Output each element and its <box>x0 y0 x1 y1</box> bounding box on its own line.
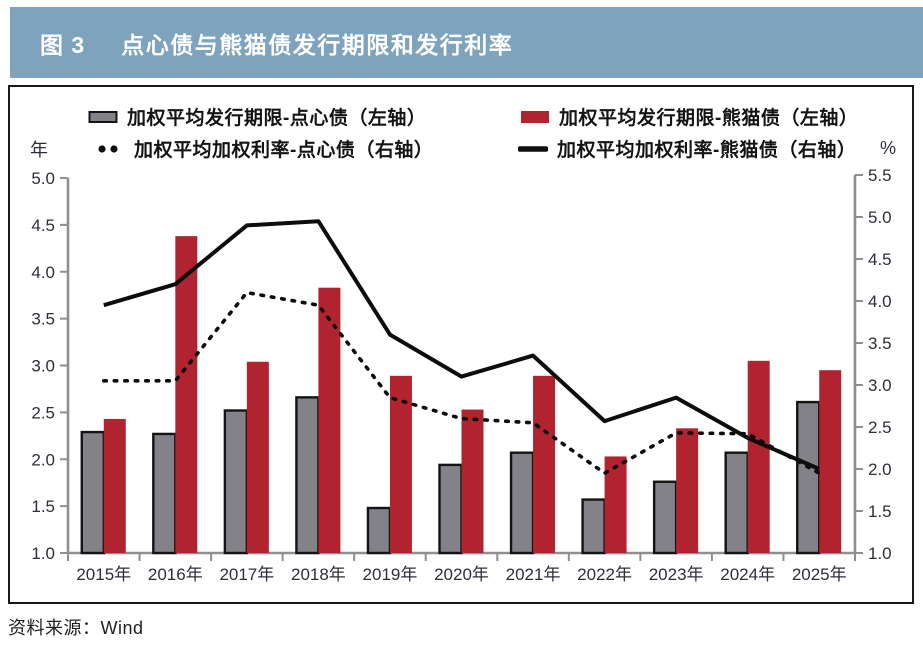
right-axis-tick-label: 4.0 <box>868 292 892 311</box>
bar-dimsum-tenor <box>223 409 249 555</box>
x-axis-label: 2018年 <box>291 565 346 584</box>
x-axis-label: 2024年 <box>720 565 775 584</box>
legend-label: 加权平均发行期限-熊猫债（左轴） <box>559 108 859 129</box>
right-axis-tick-label: 3.0 <box>868 376 892 395</box>
source-note: 资料来源：Wind <box>8 618 144 638</box>
figure-header: 图 3 点心债与熊猫债发行期限和发行利率 <box>10 7 923 78</box>
bar-panda-tenor <box>246 361 269 553</box>
x-axis-label: 2015年 <box>76 565 131 584</box>
left-axis-tick-label: 3.5 <box>31 310 55 329</box>
line-panda-rate <box>103 219 821 471</box>
legend-item-dimsum-tenor: 加权平均发行期限-点心债（左轴） <box>88 103 520 130</box>
x-axis-label: 2016年 <box>148 565 203 584</box>
left-axis-tick-label: 4.5 <box>31 216 55 235</box>
bar-dimsum-tenor <box>796 400 821 555</box>
bar-panda-tenor <box>175 236 198 553</box>
bar-panda-tenor <box>819 370 842 553</box>
right-axis-tick-label: 5.0 <box>868 208 892 227</box>
solid-line-swatch-icon <box>518 145 548 152</box>
x-axis-label: 2021年 <box>506 565 561 584</box>
bar-dimsum-tenor <box>724 451 749 555</box>
left-axis-tick-label: 1.0 <box>31 544 55 563</box>
right-axis-tick-label: 4.5 <box>868 250 892 269</box>
legend-item-panda-tenor: 加权平均发行期限-熊猫债（左轴） <box>520 103 858 130</box>
chart-plot: 1.0 1.5 2.0 2.5 3.0 3.5 4.0 4.5 5.0 1.0 1.5 2.0 2.5 3… <box>31 166 892 584</box>
bar-panda-tenor <box>103 418 126 553</box>
right-axis-tick-label: 2.5 <box>868 418 892 437</box>
left-axis-tick-label: 2.0 <box>31 450 55 469</box>
x-axis-label: 2019年 <box>363 565 418 584</box>
legend-item-dimsum-rate: 加权平均加权利率-点心债（右轴） <box>95 135 518 162</box>
bar-dimsum-tenor <box>295 396 320 555</box>
bar-panda-tenor <box>318 287 341 553</box>
bar-panda-tenor <box>604 456 627 553</box>
figure-number: 图 3 <box>40 31 86 58</box>
red-bar-swatch-icon <box>521 110 549 123</box>
left-axis-tick-label: 4.0 <box>31 263 55 282</box>
bar-dimsum-tenor <box>581 498 606 555</box>
bar-dimsum-tenor <box>366 506 392 555</box>
right-axis-tick-label: 1.5 <box>868 502 892 521</box>
figure-title: 点心债与熊猫债发行期限和发行利率 <box>121 31 514 58</box>
bar-dimsum-tenor <box>80 430 105 555</box>
dashed-line-swatch-icon <box>98 144 118 153</box>
bar-panda-tenor <box>461 409 484 553</box>
bar-dimsum-tenor <box>438 463 463 555</box>
bar-panda-tenor <box>533 375 556 553</box>
legend-row-2: 年 加权平均加权利率-点心债（右轴） 加权平均加权利率-熊猫债（右轴） % <box>30 135 896 162</box>
x-axis-label: 2025年 <box>792 565 847 584</box>
left-axis-unit: 年 <box>30 139 48 160</box>
left-axis-tick-label: 1.5 <box>31 497 55 516</box>
chart-panel: 加权平均发行期限-点心债（左轴） 加权平均发行期限-熊猫债（左轴） 年 加权平均… <box>8 85 914 604</box>
legend-label: 加权平均加权利率-熊猫债（右轴） <box>557 140 857 161</box>
right-axis-tick-label: 3.5 <box>868 334 892 353</box>
left-axis-tick-label: 5.0 <box>31 169 55 188</box>
x-axis-label: 2022年 <box>577 565 632 584</box>
left-axis-tick-label: 2.5 <box>31 403 55 422</box>
right-axis-unit: % <box>879 138 896 158</box>
line-dimsum-rate <box>101 290 822 476</box>
bar-panda-tenor <box>389 375 412 553</box>
right-axis-tick-label: 5.5 <box>868 166 892 185</box>
bar-dimsum-tenor <box>652 480 678 555</box>
gray-bar-swatch-icon <box>88 110 118 123</box>
bar-panda-tenor <box>747 360 770 553</box>
x-axis-label: 2017年 <box>219 565 274 584</box>
legend-row-1: 加权平均发行期限-点心债（左轴） 加权平均发行期限-熊猫债（左轴） <box>88 103 858 130</box>
right-axis-tick-label: 1.0 <box>868 544 892 563</box>
legend-label: 加权平均发行期限-点心债（左轴） <box>127 108 427 129</box>
bar-panda-tenor <box>676 428 699 553</box>
right-axis-tick-label: 2.0 <box>868 460 892 479</box>
x-axis-label: 2020年 <box>434 565 489 584</box>
bar-dimsum-tenor <box>152 432 177 555</box>
legend-label: 加权平均加权利率-点心债（右轴） <box>134 140 434 161</box>
legend-item-panda-rate: 加权平均加权利率-熊猫债（右轴） <box>518 135 856 162</box>
left-axis-tick-label: 3.0 <box>31 357 55 376</box>
x-axis-label: 2023年 <box>649 565 704 584</box>
bar-dimsum-tenor <box>509 451 535 555</box>
